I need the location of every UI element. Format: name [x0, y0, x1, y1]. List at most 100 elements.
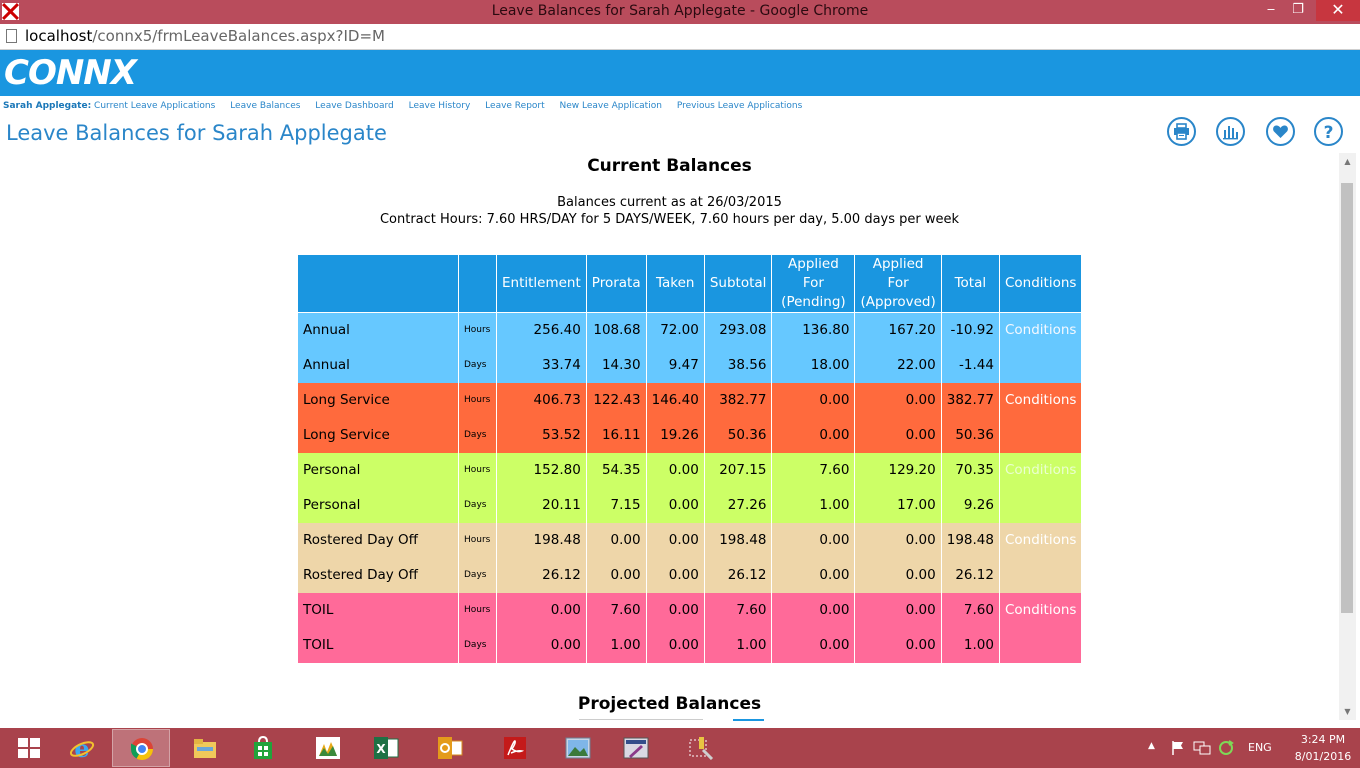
close-button[interactable]: ✕ [1316, 0, 1360, 21]
unit: Hours [458, 382, 497, 418]
taken-cell: 0.00 [645, 452, 705, 488]
taken-cell: 0.00 [645, 487, 705, 523]
language-indicator[interactable]: ENG [1248, 741, 1272, 754]
restore-button[interactable]: ❐ [1292, 2, 1304, 17]
prorata-cell: 0.00 [585, 557, 647, 593]
prorata-cell: 0.00 [585, 522, 647, 558]
conditions-link[interactable]: Conditions [998, 452, 1083, 488]
page-title: Leave Balances for Sarah Applegate [6, 121, 387, 145]
nav-link-previous-leave-applications[interactable]: Previous Leave Applications [676, 101, 803, 111]
taskbar-excel[interactable]: X [357, 729, 415, 767]
leave-type: Long Service [297, 417, 459, 453]
entitlement-cell: 198.48 [496, 522, 587, 558]
tray-expand-icon[interactable]: ▲ [1148, 741, 1155, 751]
projected-date-input[interactable] [579, 719, 703, 721]
address-bar[interactable]: localhost/connx5/frmLeaveBalances.aspx?I… [0, 24, 1360, 50]
conditions-link[interactable]: Conditions [998, 382, 1083, 418]
taskbar-store[interactable] [234, 729, 292, 767]
header-taken: Taken [645, 254, 705, 313]
taskbar-outlook[interactable] [421, 729, 479, 767]
leave-type: TOIL [297, 592, 459, 628]
taskbar-photos[interactable] [549, 729, 607, 767]
entitlement-cell: 53.52 [496, 417, 587, 453]
unit: Hours [458, 452, 497, 488]
sync-icon[interactable] [1217, 739, 1235, 757]
nav-link-leave-report[interactable]: Leave Report [485, 101, 545, 111]
chrome-icon [131, 738, 153, 760]
minimize-button[interactable]: ‒ [1266, 2, 1276, 17]
current-balances-heading: Current Balances [587, 156, 752, 176]
unit: Days [458, 557, 497, 593]
taken-cell: 19.26 [645, 417, 705, 453]
approved-cell: 0.00 [854, 382, 942, 418]
approved-cell: 0.00 [854, 557, 942, 593]
conditions-link[interactable]: Conditions [998, 522, 1083, 558]
approved-cell: 129.20 [854, 452, 942, 488]
subtotal-cell: 382.77 [703, 382, 773, 418]
header-subtotal: Subtotal [703, 254, 773, 313]
unit: Hours [458, 312, 497, 348]
print-icon[interactable] [1167, 117, 1196, 146]
table-row: Long Service Days 53.52 16.11 19.26 50.3… [297, 417, 1083, 453]
table-row: Rostered Day Off Days 26.12 0.00 0.00 26… [297, 557, 1083, 593]
subtotal-cell: 1.00 [703, 627, 773, 663]
subtotal-cell: 26.12 [703, 557, 773, 593]
unit: Days [458, 347, 497, 383]
flag-icon[interactable] [1170, 740, 1186, 756]
taskbar-acrobat[interactable] [486, 729, 544, 767]
favourite-icon[interactable] [1266, 117, 1295, 146]
taken-cell: 0.00 [645, 592, 705, 628]
scroll-down-arrow-icon[interactable]: ▼ [1344, 707, 1351, 716]
nav-link-current-leave-applications[interactable]: Current Leave Applications [94, 101, 216, 111]
conditions-link[interactable]: Conditions [998, 592, 1083, 628]
nav-link-leave-history[interactable]: Leave History [408, 101, 471, 111]
connx-logo[interactable]: CONNX [4, 53, 137, 93]
clock-time[interactable]: 3:24 PM [1300, 733, 1346, 746]
header-total: Total [940, 254, 1000, 313]
nav-link-leave-balances[interactable]: Leave Balances [230, 101, 301, 111]
network-icon[interactable] [1193, 740, 1211, 756]
nav-link-new-leave-application[interactable]: New Leave Application [559, 101, 662, 111]
scroll-thumb[interactable] [1341, 183, 1353, 613]
conditions-link[interactable]: Conditions [998, 312, 1083, 348]
taken-cell: 72.00 [645, 312, 705, 348]
windows-taskbar: e X ▲ ENG 3:24 PM 8/01/2016 [0, 728, 1360, 768]
tools-icon [689, 737, 714, 760]
entitlement-cell: 406.73 [496, 382, 587, 418]
acrobat-icon [504, 737, 526, 759]
taskbar-internet-explorer[interactable]: e [53, 729, 111, 767]
leave-nav: Sarah Applegate: Current Leave Applicati… [3, 101, 814, 111]
taskbar-visual-studio[interactable] [607, 729, 665, 767]
chart-icon[interactable] [1216, 117, 1245, 146]
subtotal-cell: 7.60 [703, 592, 773, 628]
entitlement-cell: 26.12 [496, 557, 587, 593]
help-icon[interactable]: ? [1314, 117, 1343, 146]
taskbar-tools[interactable] [672, 729, 730, 767]
subtotal-cell: 27.26 [703, 487, 773, 523]
taken-cell: 9.47 [645, 347, 705, 383]
taskbar-file-explorer[interactable] [176, 729, 234, 767]
visual-studio-icon [623, 737, 649, 759]
total-cell: 198.48 [940, 522, 1000, 558]
taskbar-dynamics[interactable] [299, 729, 357, 767]
url-text[interactable]: localhost/connx5/frmLeaveBalances.aspx?I… [25, 27, 385, 45]
page-scrollbar[interactable]: ▲ ▼ [1339, 153, 1356, 720]
header-prorata: Prorata [585, 254, 647, 313]
projected-go-button[interactable] [733, 719, 764, 721]
table-header-row: Entitlement Prorata Taken Subtotal Appli… [297, 254, 1083, 313]
svg-text:?: ? [1324, 123, 1334, 140]
leave-balances-table: Entitlement Prorata Taken Subtotal Appli… [297, 254, 1083, 663]
contract-hours: Contract Hours: 7.60 HRS/DAY for 5 DAYS/… [379, 212, 960, 227]
table-row: Personal Hours 152.80 54.35 0.00 207.15 … [297, 452, 1083, 488]
scroll-up-arrow-icon[interactable]: ▲ [1344, 157, 1351, 166]
window-titlebar: Leave Balances for Sarah Applegate - Goo… [0, 0, 1360, 24]
table-row: TOIL Days 0.00 1.00 0.00 1.00 0.00 0.00 … [297, 627, 1083, 663]
clock-date[interactable]: 8/01/2016 [1294, 750, 1352, 763]
prorata-cell: 14.30 [585, 347, 647, 383]
start-button[interactable] [0, 729, 58, 767]
nav-link-leave-dashboard[interactable]: Leave Dashboard [315, 101, 394, 111]
total-cell: 7.60 [940, 592, 1000, 628]
taskbar-chrome[interactable] [112, 729, 170, 767]
leave-type: Rostered Day Off [297, 557, 459, 593]
leave-type: TOIL [297, 627, 459, 663]
